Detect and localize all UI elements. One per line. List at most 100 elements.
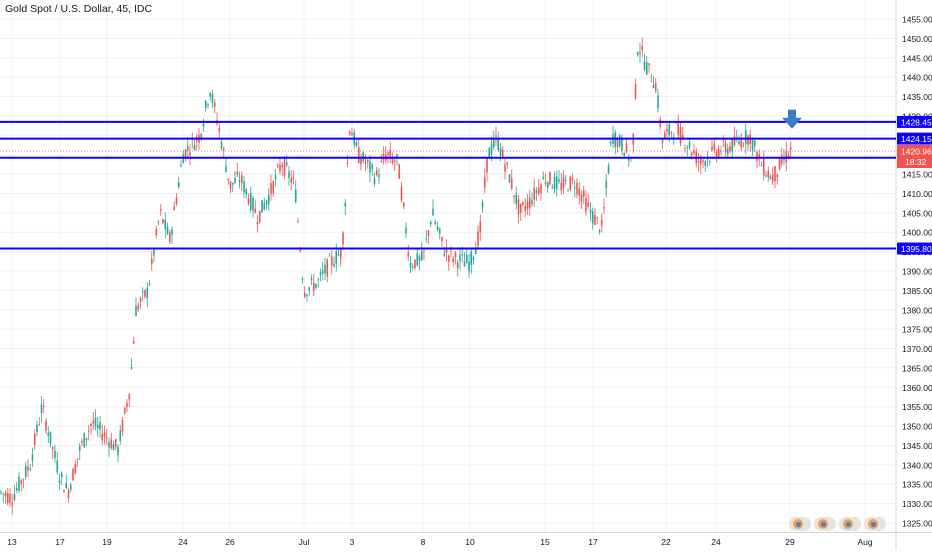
candle[interactable] [333,256,335,268]
candle[interactable] [94,409,97,431]
candle[interactable] [182,150,185,164]
candle[interactable] [258,210,261,224]
candle[interactable] [533,178,536,208]
candle[interactable] [528,189,531,216]
candle[interactable] [751,137,754,156]
candle[interactable] [67,487,70,503]
candle[interactable] [479,214,482,241]
candle[interactable] [189,144,191,166]
candle[interactable] [69,482,72,493]
candle[interactable] [312,273,315,297]
candle[interactable] [702,156,704,169]
candle[interactable] [276,163,279,169]
candle[interactable] [130,358,133,370]
candle[interactable] [670,130,673,138]
candle[interactable] [789,141,792,159]
candle[interactable] [382,146,385,165]
candle[interactable] [65,474,68,490]
candle[interactable] [726,143,729,158]
candle[interactable] [398,163,401,179]
candle[interactable] [317,277,320,288]
candle[interactable] [29,464,32,471]
candle[interactable] [486,157,488,182]
candle[interactable] [261,200,263,213]
candle[interactable] [445,239,448,262]
candle[interactable] [153,248,155,263]
candle[interactable] [688,138,691,150]
candle[interactable] [384,145,387,164]
candle[interactable] [236,162,239,178]
candle[interactable] [481,199,484,214]
candle[interactable] [459,249,461,270]
candle[interactable] [488,147,491,158]
candle[interactable] [99,415,101,438]
candle[interactable] [571,172,574,185]
candle[interactable] [324,257,326,280]
candle[interactable] [20,478,23,492]
candle[interactable] [738,135,740,146]
candle[interactable] [87,425,90,441]
candle[interactable] [328,253,331,257]
candle[interactable] [90,422,92,435]
candle[interactable] [546,180,549,193]
candle[interactable] [51,446,54,459]
candle[interactable] [553,171,556,194]
candle[interactable] [605,174,608,198]
candle[interactable] [416,248,419,267]
candle[interactable] [564,174,567,186]
candle[interactable] [612,125,614,148]
candle[interactable] [155,225,158,239]
candle[interactable] [218,123,221,140]
candle[interactable] [297,217,299,224]
candle[interactable] [585,190,587,216]
price-axis[interactable]: 1325.00 1330.00 1335.00 1340.00 1345.00 1350.… [902,15,932,529]
candle[interactable] [306,293,308,302]
candle[interactable] [216,112,218,127]
candle[interactable] [396,153,398,166]
down-arrow-icon[interactable] [782,109,802,129]
candle[interactable] [576,178,578,198]
candle[interactable] [666,122,668,138]
candle[interactable] [166,222,169,235]
candle[interactable] [429,220,432,228]
candle[interactable] [560,173,563,195]
candle[interactable] [636,51,639,57]
candle[interactable] [157,220,160,226]
candle[interactable] [537,178,540,197]
candle[interactable] [375,167,378,177]
candle[interactable] [76,458,79,468]
candle[interactable] [263,197,266,211]
candle[interactable] [634,78,637,101]
candle[interactable] [279,156,281,175]
candle[interactable] [193,138,196,151]
candle[interactable] [438,227,441,240]
candle[interactable] [117,444,119,463]
candle[interactable] [591,207,594,230]
candle[interactable] [38,416,41,426]
candle[interactable] [414,259,416,271]
candle[interactable] [186,136,189,159]
candle[interactable] [756,150,758,168]
candles[interactable] [0,37,792,515]
candle[interactable] [303,286,306,299]
event-icon[interactable] [839,517,861,531]
candle[interactable] [126,399,128,413]
candle[interactable] [288,166,290,186]
candle[interactable] [578,181,581,205]
candle[interactable] [184,148,187,162]
candle[interactable] [2,492,5,504]
candle[interactable] [731,137,734,158]
candle[interactable] [627,154,630,167]
candle[interactable] [742,141,745,148]
candle[interactable] [231,182,234,193]
candle[interactable] [753,139,756,153]
candle[interactable] [436,221,439,232]
candle[interactable] [434,219,437,226]
candle[interactable] [220,137,223,151]
candle[interactable] [632,133,635,154]
candle[interactable] [400,182,403,203]
candle[interactable] [722,135,725,147]
candle[interactable] [648,63,650,74]
